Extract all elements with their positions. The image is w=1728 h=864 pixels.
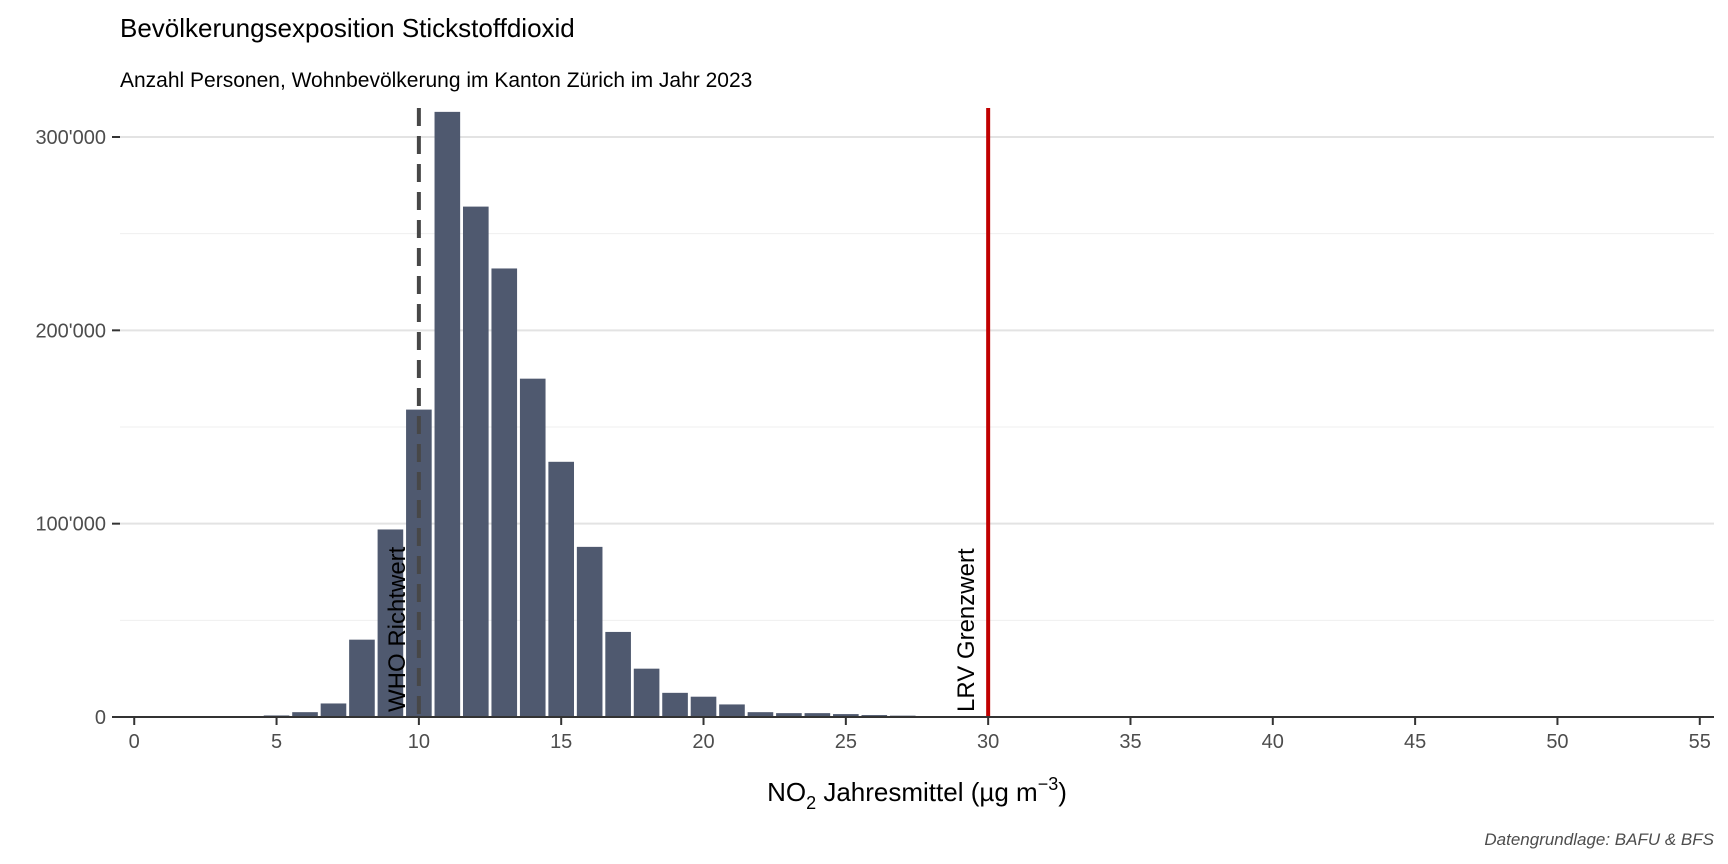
chart-subtitle: Anzahl Personen, Wohnbevölkerung im Kant…: [120, 69, 752, 92]
bar: [804, 713, 831, 717]
bar: [377, 529, 404, 717]
x-tick-label: 20: [692, 731, 714, 753]
reference-lines: WHO Richtwert LRV Grenzwert: [384, 108, 991, 717]
y-tick-label: 200'000: [35, 320, 106, 342]
bar: [576, 546, 603, 717]
y-tick-label: 300'000: [35, 127, 106, 149]
x-tick-label: 55: [1689, 731, 1711, 753]
chart-caption: Datengrundlage: BAFU & BFS: [1484, 830, 1714, 849]
bar: [548, 461, 575, 717]
bar: [719, 704, 745, 717]
gridlines: [120, 136, 1714, 621]
bar: [462, 206, 489, 717]
bar: [747, 712, 774, 717]
bar: [776, 713, 802, 717]
y-tick-label: 100'000: [35, 514, 106, 536]
bar: [690, 696, 717, 717]
x-tick-label: 45: [1404, 731, 1426, 753]
bar: [833, 714, 859, 717]
x-tick-label: 0: [129, 731, 140, 753]
axes: 0 5 10 15 20 25 30 35 40 45 50 55 0 100'000 200'000 300…: [35, 127, 1714, 753]
bar: [292, 712, 318, 717]
y-tick-label: 0: [95, 707, 106, 729]
bar: [519, 378, 546, 717]
x-tick-label: 40: [1262, 731, 1284, 753]
x-tick-label: 30: [977, 731, 999, 753]
bar: [434, 111, 461, 717]
bar: [491, 268, 518, 717]
chart-title: Bevölkerungsexposition Stickstoffdioxid: [120, 13, 575, 43]
x-tick-label: 35: [1119, 731, 1141, 753]
x-tick-label: 50: [1546, 731, 1568, 753]
x-axis-title: NO2 Jahresmittel (µg m−3): [767, 774, 1067, 813]
x-tick-label: 25: [835, 731, 857, 753]
x-tick-label: 15: [550, 731, 572, 753]
x-tick-label: 10: [408, 731, 430, 753]
bar: [605, 631, 631, 717]
who-reference-label: WHO Richtwert: [384, 546, 411, 712]
bars: [235, 111, 973, 718]
bar: [633, 668, 660, 717]
bar: [349, 639, 375, 717]
lrv-reference-label: LRV Grenzwert: [953, 548, 980, 712]
bar: [320, 703, 347, 717]
x-tick-label: 5: [271, 731, 282, 753]
bar: [662, 692, 688, 717]
